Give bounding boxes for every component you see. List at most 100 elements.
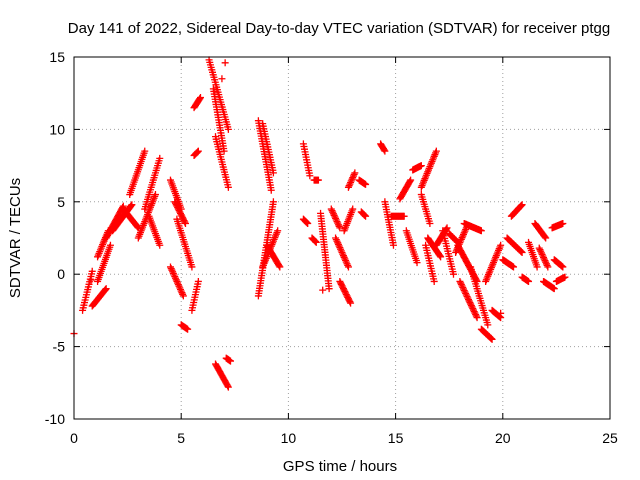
data-point: [417, 162, 425, 170]
data-point: [362, 212, 370, 220]
data-point: [362, 180, 370, 188]
data-point: [170, 271, 178, 279]
data-point: [332, 234, 340, 242]
data-point: [459, 283, 467, 291]
data-point: [561, 273, 569, 281]
data-point: [181, 218, 189, 226]
data-point: [559, 220, 567, 228]
data-point: [314, 176, 322, 184]
data-point: [336, 244, 344, 252]
data-point: [517, 248, 525, 256]
data-point: [102, 285, 110, 293]
data-point: [174, 281, 182, 289]
data-point: [484, 321, 492, 329]
data-point: [127, 202, 135, 210]
data-point: [488, 335, 496, 343]
data-point: [174, 279, 182, 287]
data-point: [348, 175, 356, 183]
data-points: [70, 56, 569, 391]
data-point: [436, 252, 444, 260]
data-point: [106, 241, 114, 249]
data-point: [344, 261, 352, 269]
data-point: [176, 284, 184, 292]
data-point: [330, 211, 338, 219]
data-point: [334, 240, 342, 248]
x-tick-label: 5: [177, 430, 185, 446]
data-point: [472, 311, 480, 319]
data-point: [541, 257, 549, 265]
data-point: [224, 383, 232, 391]
data-point: [525, 277, 533, 285]
x-tick-labels: 0 5 10 15 20 25: [70, 430, 618, 446]
data-point: [340, 253, 348, 261]
data-point: [457, 237, 465, 245]
data-point: [329, 210, 337, 218]
data-point: [337, 245, 345, 253]
x-tick-label: 25: [602, 430, 618, 446]
data-point: [88, 267, 96, 275]
data-point: [331, 213, 339, 221]
data-point: [458, 234, 466, 242]
data-point: [344, 183, 352, 191]
data-point: [464, 294, 472, 302]
data-point: [303, 219, 311, 227]
data-point: [269, 198, 277, 206]
data-point: [380, 146, 388, 154]
data-point: [464, 296, 472, 304]
data-point: [349, 174, 357, 182]
data-point: [188, 263, 196, 271]
data-point: [224, 382, 232, 390]
data-point: [275, 262, 283, 270]
data-point: [302, 218, 310, 226]
data-point: [194, 277, 202, 285]
data-point: [437, 253, 445, 261]
data-point: [473, 314, 481, 322]
data-point: [468, 303, 476, 311]
data-point: [328, 207, 336, 215]
y-axis-label: SDTVAR / TECUs: [7, 178, 24, 298]
chart-title: Day 141 of 2022, Sidereal Day-to-day VTE…: [68, 20, 610, 37]
data-point: [347, 178, 355, 186]
data-point: [312, 238, 320, 246]
data-point: [332, 236, 340, 244]
data-point: [342, 257, 350, 265]
data-point: [351, 169, 359, 177]
data-point: [304, 220, 312, 228]
data-point: [171, 274, 179, 282]
data-point: [407, 176, 415, 184]
data-point: [542, 260, 550, 268]
data-point: [462, 291, 470, 299]
data-point: [381, 147, 389, 155]
data-point: [319, 286, 327, 294]
data-point: [550, 285, 558, 293]
data-point: [360, 211, 368, 219]
data-point: [334, 221, 342, 229]
data-point: [471, 309, 479, 317]
data-point: [497, 241, 505, 249]
y-tick-labels: -10 -5 0 5 10 15: [45, 49, 65, 427]
data-point: [430, 277, 438, 285]
data-point: [459, 230, 467, 238]
data-point: [276, 263, 284, 271]
data-point: [457, 279, 465, 287]
data-point: [178, 289, 186, 297]
data-point: [338, 248, 346, 256]
data-point: [184, 325, 192, 333]
data-point: [538, 250, 546, 258]
x-tick-label: 10: [281, 430, 297, 446]
data-point: [166, 263, 174, 271]
data-point: [426, 220, 434, 228]
data-point: [227, 357, 235, 365]
data-point: [347, 299, 355, 307]
data-point: [497, 309, 505, 317]
data-point: [175, 282, 183, 290]
data-point: [171, 273, 179, 281]
data-point: [179, 292, 187, 300]
data-point: [559, 263, 567, 271]
data-point: [267, 186, 275, 194]
data-point: [347, 177, 355, 185]
data-point: [465, 297, 473, 305]
data-point: [442, 225, 450, 233]
data-point: [517, 202, 525, 210]
data-point: [335, 222, 343, 230]
